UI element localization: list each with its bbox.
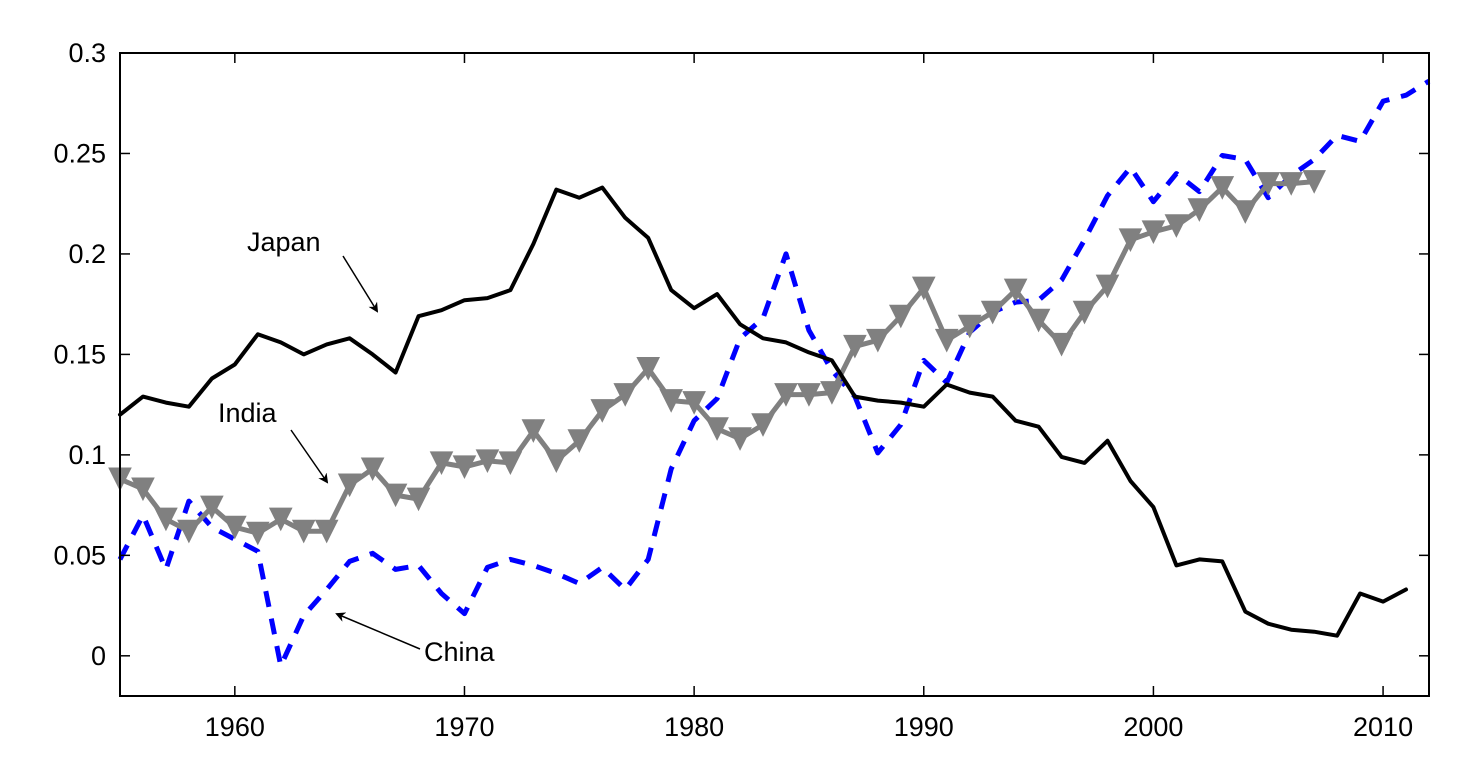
y-tick-label: 0.3	[68, 38, 106, 68]
series-marker-india	[911, 276, 936, 301]
series-marker-india	[567, 429, 592, 453]
y-tick-label: 0.05	[53, 540, 106, 570]
x-tick-label: 1990	[894, 712, 954, 742]
y-tick-label: 0.1	[68, 440, 106, 470]
annotation-japan-arrow	[342, 255, 379, 313]
series-marker-india	[1210, 176, 1235, 200]
series-marker-india	[1049, 332, 1074, 357]
series-marker-india	[1118, 228, 1143, 252]
series-marker-india	[521, 419, 546, 443]
series-marker-india	[498, 451, 523, 476]
series-marker-india	[797, 383, 821, 407]
series-marker-india	[1279, 172, 1304, 196]
series-layer	[108, 78, 1431, 669]
annotation-china-label: China	[424, 637, 496, 667]
series-marker-india	[1026, 308, 1051, 333]
series-marker-india	[177, 519, 201, 544]
series-marker-india	[314, 519, 339, 544]
series-marker-india	[200, 495, 224, 520]
annotation-layer: Japan India China	[218, 227, 496, 667]
series-marker-india	[1072, 300, 1097, 325]
series-marker-india	[751, 413, 775, 437]
series-marker-india	[383, 483, 408, 508]
series-marker-india	[1141, 220, 1166, 244]
series-marker-india	[223, 515, 247, 540]
series-marker-india	[429, 451, 454, 476]
series-marker-india	[888, 304, 913, 329]
series-marker-india	[154, 507, 178, 532]
series-marker-india	[957, 314, 982, 339]
series-marker-india	[406, 487, 431, 512]
series-marker-india	[820, 381, 844, 405]
annotation-japan-label: Japan	[247, 227, 321, 257]
y-tick-label: 0.15	[53, 339, 106, 369]
series-marker-india	[613, 383, 638, 407]
series-marker-india	[1256, 172, 1281, 196]
series-marker-india	[728, 427, 752, 451]
series-marker-india	[934, 328, 959, 353]
plot-background	[120, 53, 1429, 696]
series-marker-india	[131, 477, 155, 502]
y-tick-label: 0.25	[53, 138, 106, 168]
series-marker-india	[866, 328, 890, 353]
series-marker-india	[705, 417, 729, 441]
series-marker-india	[1233, 200, 1258, 224]
series-marker-india	[245, 521, 270, 546]
series-marker-india	[268, 507, 293, 532]
series-marker-india	[337, 473, 362, 498]
series-marker-india	[590, 399, 615, 423]
series-marker-india	[291, 519, 316, 544]
axes-frame	[119, 52, 1430, 697]
series-marker-india	[636, 356, 661, 381]
annotation-india-label: India	[218, 398, 278, 428]
y-tick-label: 0	[91, 641, 106, 671]
series-marker-india	[1302, 170, 1326, 194]
x-tick-label: 1980	[664, 712, 724, 742]
series-marker-india	[1003, 278, 1028, 303]
series-marker-india	[1187, 198, 1212, 222]
series-marker-india	[774, 383, 798, 407]
series-marker-india	[360, 457, 385, 482]
series-marker-india	[452, 455, 477, 480]
annotation-india-arrow	[290, 429, 329, 484]
series-marker-india	[659, 389, 683, 413]
series-marker-india	[1095, 274, 1120, 299]
series-marker-india	[980, 300, 1005, 325]
x-tick-label: 1970	[434, 712, 494, 742]
series-marker-india	[544, 449, 569, 474]
series-line-japan	[118, 185, 1408, 638]
series-marker-india	[475, 449, 500, 474]
x-tick-label: 2010	[1353, 712, 1413, 742]
series-marker-india	[843, 334, 867, 359]
series-marker-india	[682, 391, 706, 415]
x-tick-label: 1960	[205, 712, 265, 742]
x-tick-label: 2000	[1123, 712, 1183, 742]
series-line-china	[117, 78, 1431, 669]
annotation-china-arrow	[335, 612, 421, 650]
y-tick-label: 0.2	[68, 239, 106, 269]
series-marker-india	[1164, 214, 1189, 238]
axes-layer: 0 0.05 0.1 0.15 0.2 0.25 0.3 1960 1970 1980 1990 20…	[53, 38, 1430, 742]
